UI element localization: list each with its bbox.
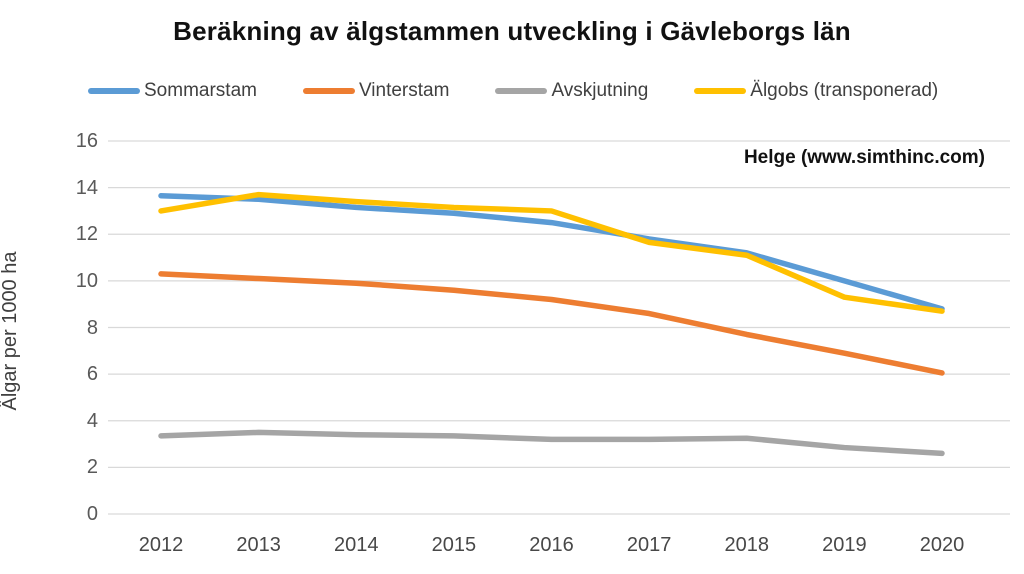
legend-item-algobs: Älgobs (transponerad) (694, 80, 938, 102)
x-tick-label-2016: 2016 (529, 534, 574, 556)
legend-label-algobs: Älgobs (transponerad) (750, 80, 939, 101)
watermark-annotation: Helge (www.simthinc.com) (743, 147, 985, 168)
x-tick-label-2020: 2020 (919, 534, 965, 556)
y-tick-label-0: 0 (86, 503, 98, 525)
legend-marker-avskjutning-line (495, 88, 548, 94)
chart-legend: Sommarstam Vinterstam Avskjutning Älgobs… (88, 80, 938, 102)
x-tick-label-2017: 2017 (626, 534, 672, 556)
series-line-avskjutning (158, 429, 945, 457)
series-line-lgobs-transponerad (158, 191, 945, 314)
x-tick-label-2019: 2019 (822, 534, 867, 556)
y-tick-label-12: 12 (75, 223, 98, 246)
y-tick-label-8: 8 (86, 316, 98, 339)
series-line-sommarstam (158, 193, 945, 312)
x-tick-label-2012: 2012 (138, 534, 184, 556)
x-tick-label-2014: 2014 (334, 534, 379, 556)
legend-marker-sommarstam-line (88, 88, 140, 94)
legend-marker-algobs-line (694, 88, 747, 94)
legend-label-sommarstam: Sommarstam (144, 80, 257, 101)
x-tick-label-2015: 2015 (431, 534, 477, 556)
legend-marker-vinterstam-line (302, 88, 355, 94)
x-tick-label-2013: 2013 (236, 534, 281, 556)
y-tick-label-14: 14 (75, 176, 98, 199)
y-tick-label-2: 2 (86, 456, 98, 479)
legend-item-avskjutning: Avskjutning (495, 80, 648, 102)
legend-label-avskjutning: Avskjutning (551, 80, 649, 101)
chart-title: Beräkning av älgstammen utveckling i Gäv… (173, 16, 851, 46)
legend-label-vinterstam: Vinterstam (358, 80, 450, 101)
series-line-vinterstam (158, 271, 945, 376)
y-tick-label-16: 16 (75, 130, 98, 152)
legend-item-sommarstam: Sommarstam (88, 80, 257, 102)
x-tick-label-2018: 2018 (724, 534, 770, 556)
y-tick-label-10: 10 (75, 269, 98, 292)
y-tick-label-4: 4 (86, 409, 98, 432)
y-tick-label-6: 6 (86, 363, 98, 386)
legend-item-vinterstam: Vinterstam (302, 80, 450, 102)
